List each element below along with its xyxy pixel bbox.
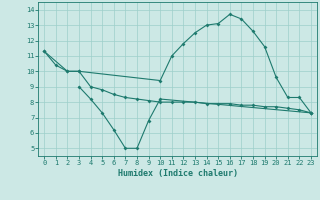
X-axis label: Humidex (Indice chaleur): Humidex (Indice chaleur)	[118, 169, 238, 178]
